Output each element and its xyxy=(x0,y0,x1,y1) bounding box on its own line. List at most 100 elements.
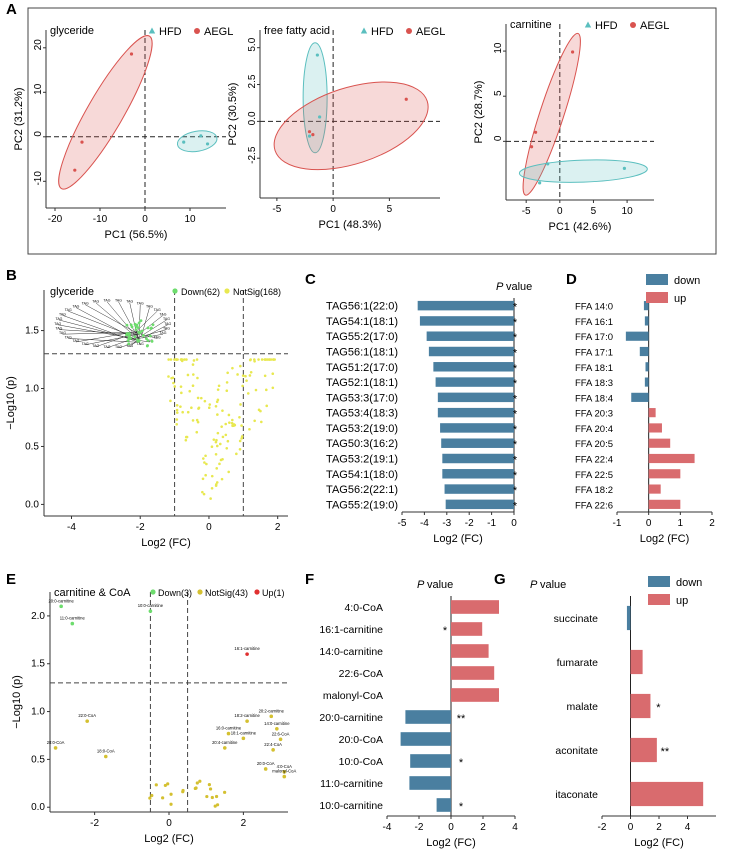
notsig-point xyxy=(218,462,221,466)
notsig-point xyxy=(175,423,179,426)
p-value-word: value xyxy=(506,281,532,293)
category-label: 22:6-CoA xyxy=(339,668,383,680)
notsig-point xyxy=(190,406,193,410)
category-label: FFA 22:4 xyxy=(575,455,613,466)
bar xyxy=(630,737,657,763)
notsig-point xyxy=(169,802,173,806)
notsig-point xyxy=(225,381,229,384)
point-label: TAG xyxy=(72,305,79,309)
point-label: TAG xyxy=(115,299,122,303)
notsig-point xyxy=(208,787,213,791)
category-label: fumarate xyxy=(557,657,599,669)
point-label: 14:0-carnitine xyxy=(264,721,290,726)
point-label: TAG xyxy=(126,300,133,304)
y-axis-label: PC2 (31.2%) xyxy=(13,88,25,151)
legend-down-marker xyxy=(172,288,178,294)
aegl-point xyxy=(73,168,77,172)
down-point xyxy=(146,339,150,342)
point-label: TAG xyxy=(154,308,161,312)
notsig-point xyxy=(240,424,243,427)
y-tick-label: 1.5 xyxy=(31,659,45,670)
legend-hfd-label: HFD xyxy=(371,26,394,38)
bar xyxy=(419,316,514,326)
y-tick-label: 0.5 xyxy=(25,441,39,452)
notsig-point xyxy=(241,384,244,388)
point-label: TAG xyxy=(146,305,153,309)
y-tick-label: 2.0 xyxy=(31,611,45,622)
x-axis-label: Log2 (FC) xyxy=(433,533,483,545)
point-label: TAG xyxy=(115,345,122,349)
notsig-point xyxy=(257,408,261,412)
panel-label-c: C xyxy=(305,271,316,288)
notsig-point xyxy=(219,458,223,462)
notsig-point xyxy=(245,379,248,382)
bar xyxy=(625,331,649,341)
notsig-point xyxy=(167,375,170,378)
x-tick-label: -4 xyxy=(383,822,392,833)
category-label: FFA 20:5 xyxy=(575,439,613,450)
notsig-point xyxy=(195,358,199,361)
legend-hfd-marker xyxy=(584,21,592,28)
significance-mark: * xyxy=(513,500,518,512)
x-tick-label: -5 xyxy=(272,204,281,215)
x-tick-label: 10 xyxy=(622,206,634,217)
category-label: 10:0-carnitine xyxy=(319,800,383,812)
legend-up-swatch xyxy=(648,594,670,605)
point-label: 11:0-carnitine xyxy=(60,616,86,621)
point-label: TAG xyxy=(126,344,133,348)
point-label: 20:4-carnitine xyxy=(212,740,238,745)
hfd-point xyxy=(182,140,186,144)
point-label: malonyl-CoA xyxy=(272,769,296,774)
down-point xyxy=(139,319,143,323)
notsig-point xyxy=(191,363,195,366)
notsig-point xyxy=(282,770,287,774)
notsig-point xyxy=(233,423,237,427)
notsig-point xyxy=(230,421,234,425)
notsig-point xyxy=(225,446,229,450)
notsig-point xyxy=(263,374,267,378)
notsig-point xyxy=(204,454,207,458)
legend-aegl-label: AEGL xyxy=(416,26,445,38)
up-point xyxy=(245,652,249,656)
notsig-point xyxy=(188,389,192,393)
x-tick-label: 0 xyxy=(448,822,454,833)
significance-mark: * xyxy=(513,439,518,451)
aegl-point xyxy=(307,130,312,134)
notsig-point xyxy=(215,444,219,448)
bar xyxy=(648,484,661,494)
notsig-point xyxy=(202,492,206,496)
category-label: TAG51:2(17:0) xyxy=(326,362,398,374)
hfd-confidence-ellipse xyxy=(302,42,328,154)
label-leader-line xyxy=(68,338,136,343)
bar xyxy=(440,423,514,433)
panel-label-d: D xyxy=(566,271,577,288)
point-label: 18:2-carnitine xyxy=(234,713,260,718)
category-label: FFA 20:4 xyxy=(575,424,613,435)
notsig-point xyxy=(185,358,188,361)
category-label: malate xyxy=(566,701,598,713)
bar xyxy=(639,346,649,357)
notsig-point xyxy=(166,782,170,786)
point-label: TAG xyxy=(65,308,72,312)
x-tick-label: 0 xyxy=(511,518,517,529)
notsig-point xyxy=(202,457,205,460)
down-point xyxy=(133,335,137,339)
x-tick-label: 0 xyxy=(142,214,148,225)
bar xyxy=(444,484,514,494)
notsig-point xyxy=(197,407,200,410)
point-label: 16:0-carnitine xyxy=(216,726,242,731)
notsig-point xyxy=(220,425,223,428)
notsig-point xyxy=(201,477,205,481)
notsig-point xyxy=(53,746,58,750)
volcano-carnitine-coa: -2 0 2 0.0 0.5 1.0 1.5 2.0 Log2 (FC) −Log10 (p) 20… xyxy=(11,587,296,845)
category-label: TAG56:1(22:0) xyxy=(326,301,398,313)
point-label: 22:6-CoA xyxy=(272,731,290,736)
notsig-point xyxy=(85,719,89,723)
legend-up-label: Up(1) xyxy=(262,588,285,598)
bar xyxy=(442,469,514,479)
notsig-point xyxy=(203,399,207,403)
significance-mark: * xyxy=(513,424,518,436)
significance-mark: * xyxy=(513,393,518,405)
notsig-point xyxy=(244,374,247,378)
notsig-point xyxy=(239,364,242,368)
